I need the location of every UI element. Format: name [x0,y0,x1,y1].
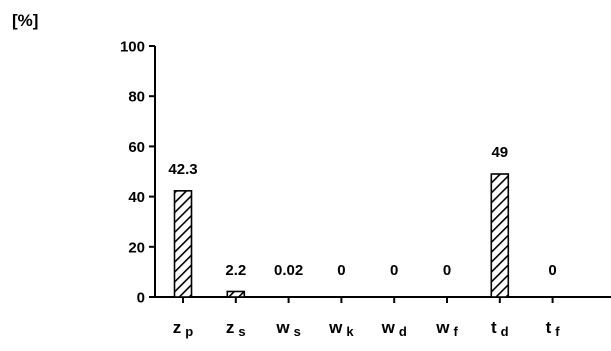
bar [490,173,510,298]
data-label: 0 [390,262,398,279]
y-tick-label: 20 [128,239,145,256]
data-label: 2.2 [225,262,246,279]
y-tick-label: 60 [128,139,145,156]
data-label: 0 [443,262,451,279]
data-label: 0 [337,262,345,279]
bar [226,290,246,298]
data-label: 0 [548,262,556,279]
data-label: 49 [491,144,508,161]
y-unit-label: [%] [12,11,38,30]
data-label: 42.3 [168,161,197,178]
plot-area: 0 20 40 60 80 100 42.3 z p 2.2 z s 0.02 w s 0 w k 0 w d 0 w f 49… [120,39,611,339]
data-label: 0.02 [274,262,303,279]
y-tick-label: 100 [120,39,145,56]
y-tick-label: 40 [128,189,145,206]
y-tick-label: 80 [128,89,145,106]
y-tick-label: 0 [137,290,145,307]
bar [173,190,193,298]
